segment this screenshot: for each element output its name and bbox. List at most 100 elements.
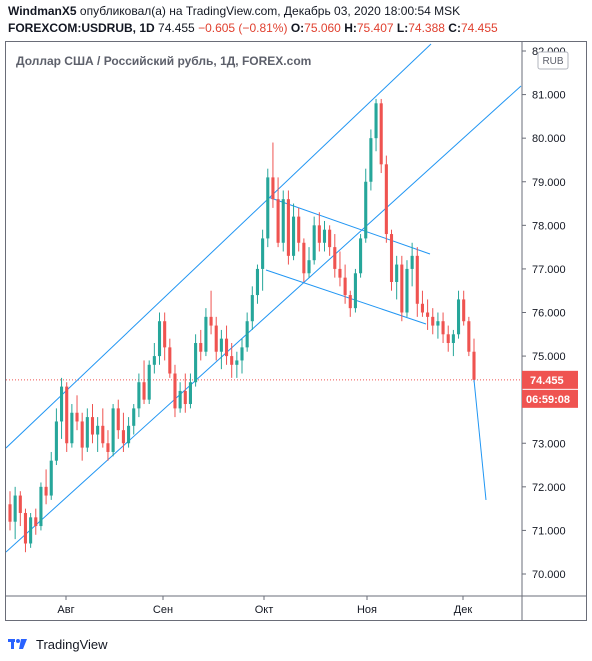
x-tick-label: Ноя — [357, 604, 377, 616]
candle — [451, 329, 455, 357]
candle-body — [183, 390, 187, 405]
candle-body — [266, 177, 270, 239]
candle-body — [152, 356, 156, 365]
candle-body — [395, 264, 399, 282]
candle-body — [462, 299, 466, 322]
candle — [389, 229, 394, 291]
candle — [8, 491, 12, 531]
open-label: O: — [290, 21, 305, 35]
candle-body — [204, 316, 208, 352]
footer: TradingView — [8, 634, 108, 654]
price-labels: 74.455 06:59:08 — [522, 370, 578, 408]
footer-brand[interactable]: TradingView — [36, 636, 108, 652]
candle-body — [333, 247, 337, 269]
candle-body — [441, 321, 445, 335]
candle-body — [348, 295, 352, 309]
candle — [472, 338, 476, 383]
channel-lower-line — [6, 85, 522, 553]
candle-body — [147, 364, 151, 400]
wedge-upper-line — [267, 196, 431, 255]
candle — [348, 290, 352, 317]
candlestick-chart[interactable]: 70.00071.00072.00073.00074.00075.00076.0… — [6, 42, 586, 620]
countdown-tag-text: 06:59:08 — [526, 394, 570, 406]
open-value: 75.060 — [304, 21, 341, 35]
candle — [379, 98, 383, 174]
candle — [34, 508, 38, 535]
candle-body — [132, 408, 136, 426]
candle-body — [255, 268, 260, 296]
y-tick-label: 80.000 — [532, 133, 566, 145]
candle — [29, 512, 33, 548]
candle-body — [420, 303, 424, 313]
candle — [23, 508, 28, 553]
close-value: 74.455 — [460, 21, 498, 35]
candle — [286, 190, 290, 265]
candle — [245, 312, 249, 352]
candle — [85, 408, 89, 452]
candle — [395, 255, 399, 300]
y-tick-label: 71.000 — [532, 525, 566, 537]
candle-body — [415, 255, 419, 304]
candle-body — [297, 216, 301, 243]
candle-body — [224, 338, 229, 357]
x-tick-label: Окт — [255, 604, 274, 616]
symbol-header: FOREXCOM:USDRUB, 1D 74.455 −0.605 (−0.81… — [8, 21, 498, 35]
candle-body — [379, 103, 383, 165]
candle-body — [70, 412, 74, 444]
time-axis[interactable]: Авг Сен Окт Ноя Дек — [57, 596, 472, 616]
candle — [183, 373, 187, 413]
forecast-line — [473, 379, 487, 500]
candle-body — [18, 495, 22, 513]
last-price-tag-text: 74.455 — [530, 375, 564, 387]
candle — [204, 308, 208, 357]
candle — [80, 412, 84, 461]
candle — [209, 290, 213, 335]
candle — [369, 129, 373, 191]
candle — [271, 142, 275, 208]
candle — [147, 360, 151, 405]
candle — [214, 316, 218, 361]
author-name[interactable]: WindmanX5 — [8, 4, 77, 18]
candle — [343, 264, 347, 304]
candle-body — [214, 325, 218, 352]
candle — [441, 312, 445, 344]
countdown-tag — [522, 389, 578, 408]
candle — [410, 242, 414, 287]
candle — [333, 234, 337, 278]
candle — [101, 408, 105, 448]
candle-body — [389, 234, 394, 282]
price-axis[interactable]: 70.00071.00072.00073.00074.00075.00076.0… — [522, 46, 566, 581]
candle-body — [405, 268, 409, 313]
candle — [420, 290, 424, 317]
candle — [467, 316, 471, 357]
candle — [317, 212, 321, 252]
chart-frame[interactable]: 70.00071.00072.00073.00074.00075.00076.0… — [5, 41, 587, 621]
candle — [132, 404, 136, 435]
candle-body — [261, 238, 265, 269]
candle-body — [8, 504, 12, 522]
y-tick-label: 78.000 — [532, 220, 566, 232]
candle — [137, 373, 141, 418]
candle-body — [317, 225, 321, 243]
candle-body — [90, 417, 95, 435]
candle-body — [245, 321, 249, 348]
candle — [431, 308, 435, 335]
candle-body — [39, 486, 43, 527]
candle-body — [410, 255, 414, 269]
candle-body — [163, 321, 167, 348]
candle-body — [235, 360, 239, 365]
candle-body — [121, 430, 125, 444]
high-value: 75.407 — [356, 21, 394, 35]
candle — [307, 247, 311, 278]
candle — [18, 491, 22, 527]
candle — [194, 334, 198, 387]
candle — [281, 190, 285, 252]
candle-body — [328, 229, 332, 248]
tradingview-logo-icon[interactable] — [8, 636, 30, 652]
x-tick-label: Сен — [153, 604, 173, 616]
candle — [302, 238, 306, 282]
candle — [353, 268, 357, 313]
y-tick-label: 79.000 — [532, 177, 566, 189]
candle — [276, 177, 280, 248]
candle-body — [173, 373, 177, 409]
